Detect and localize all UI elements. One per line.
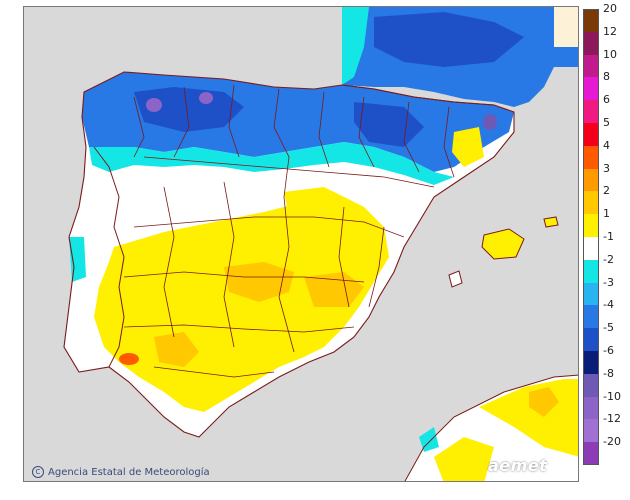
cold-peak-2 (199, 92, 213, 104)
legend-label: 12 (603, 24, 617, 38)
portugal-border (93, 146, 125, 368)
cold-peak-1 (146, 98, 162, 112)
island-mallorca (481, 228, 525, 260)
cold-peak-3 (483, 114, 497, 130)
north-dark-core-2 (354, 102, 424, 147)
south-warm-peak (119, 353, 139, 365)
anomaly-map (23, 6, 579, 482)
legend-swatch (583, 259, 599, 283)
legend-label: -10 (603, 389, 621, 403)
legend-swatch (583, 77, 599, 101)
legend-swatch (583, 351, 599, 374)
legend-label: -20 (603, 435, 621, 449)
legend-swatch (583, 54, 599, 78)
legend-label: 20 (603, 2, 617, 15)
legend-label: 1 (603, 207, 610, 221)
africa-coastline (404, 374, 578, 481)
legend-swatch (583, 442, 599, 465)
legend-label: -6 (603, 344, 614, 357)
legend-label: 10 (603, 47, 617, 61)
pyrenees-border (341, 84, 495, 106)
central-orange-1 (224, 262, 294, 302)
legend-swatch (583, 419, 599, 443)
legend-swatch (583, 100, 599, 123)
legend-swatch (583, 282, 599, 306)
color-legend: 20 12 10 8 6 5 4 3 2 1 -1 -2 -3 -4 -5 -6 -8 -10 -12 -20 (583, 3, 629, 479)
province-lines (123, 84, 455, 378)
legend-swatch (583, 396, 599, 420)
france-dark-patches (374, 12, 524, 67)
legend-swatch (583, 145, 599, 169)
legend-label: 3 (603, 161, 610, 175)
island-menorca (543, 216, 559, 228)
north-cyan-band (89, 142, 454, 185)
legend-swatch (583, 305, 599, 329)
legend-swatch (583, 237, 599, 260)
legend-label: -8 (603, 366, 614, 380)
legend-swatch (583, 328, 599, 351)
legend-label: -4 (603, 298, 614, 312)
legend-swatch (583, 191, 599, 215)
legend-label: -5 (603, 321, 614, 335)
credit-line: C Agencia Estatal de Meteorología (32, 466, 210, 478)
africa-cyan-spot (419, 427, 439, 452)
south-orange (154, 332, 199, 367)
island-ibiza (448, 270, 463, 288)
north-dark-core (134, 87, 244, 132)
legend-swatch (583, 123, 599, 146)
france-pale-corner (554, 7, 578, 47)
legend-label: -3 (603, 275, 614, 289)
legend-label: 4 (603, 138, 610, 152)
africa-orange-blob (529, 387, 559, 417)
legend-label: 8 (603, 70, 610, 84)
africa-warm-2 (434, 437, 494, 481)
legend-swatch (583, 31, 599, 55)
legend-label: 6 (603, 93, 610, 107)
legend-label: 2 (603, 184, 610, 198)
agency-name: Agencia Estatal de Meteorología (48, 466, 210, 478)
aemet-logo: aemet (488, 456, 548, 475)
legend-swatch (583, 168, 599, 192)
legend-label: 5 (603, 116, 610, 129)
legend-label: -1 (603, 230, 614, 243)
legend-swatch (583, 9, 599, 32)
map-canvas (24, 7, 578, 481)
legend-swatch (583, 373, 599, 397)
france-cyan-edge (342, 7, 369, 85)
ne-warm-patch (452, 127, 484, 167)
legend-label: -12 (603, 412, 621, 426)
legend-label: -2 (603, 252, 614, 266)
legend-swatch (583, 214, 599, 237)
copyright-icon: C (32, 466, 44, 478)
west-cyan-strip (69, 237, 86, 282)
